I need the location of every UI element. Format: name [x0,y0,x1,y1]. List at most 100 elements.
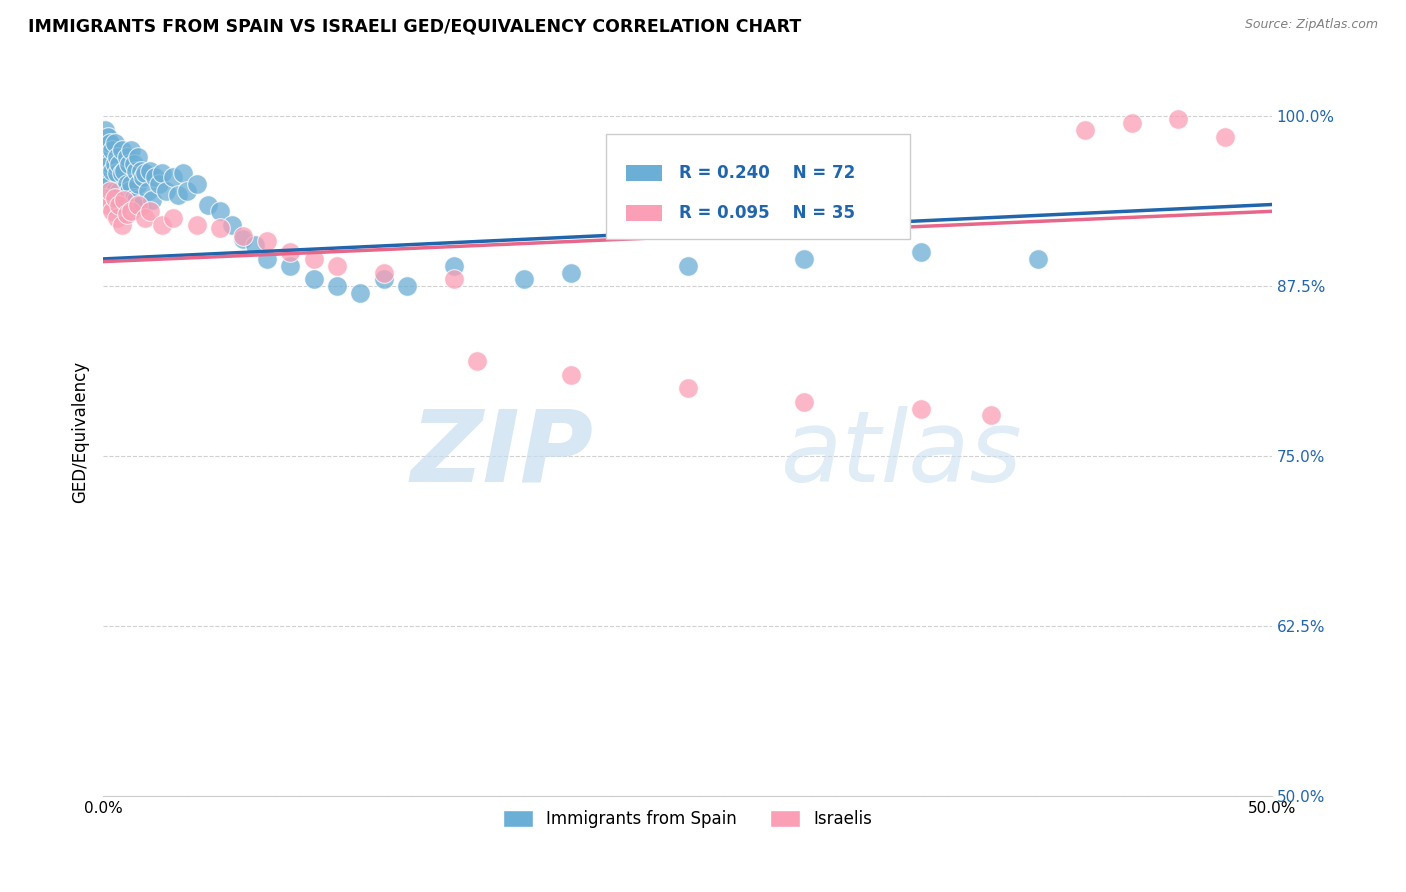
Point [97,170,120,185]
FancyBboxPatch shape [626,205,662,221]
Point [111,143,134,157]
Point [120,204,142,219]
Point [326,279,349,293]
FancyBboxPatch shape [626,165,662,181]
Point [127,150,149,164]
Legend: Immigrants from Spain, Israelis: Immigrants from Spain, Israelis [496,804,879,835]
Point [150,166,173,180]
Text: R = 0.095    N = 35: R = 0.095 N = 35 [679,204,855,222]
Point [560,368,582,382]
Point [465,354,488,368]
Point [1167,112,1189,126]
Point [98,157,121,171]
Point [104,157,127,171]
Point [232,228,254,243]
Point [197,197,219,211]
Point [176,184,198,198]
Point [112,194,135,208]
Point [101,163,124,178]
Point [278,259,301,273]
Point [127,177,149,191]
Point [793,252,815,266]
Point [120,143,142,157]
Point [676,259,699,273]
Point [136,184,159,198]
Point [108,184,131,198]
Point [111,218,134,232]
Text: R = 0.240    N = 72: R = 0.240 N = 72 [679,164,855,182]
Point [221,218,243,232]
Point [127,197,149,211]
Point [101,204,124,219]
Point [172,166,194,180]
Point [97,197,120,211]
Point [910,245,932,260]
Point [302,252,325,266]
Point [513,272,536,286]
Point [162,211,184,226]
Point [134,166,156,180]
Text: atlas: atlas [780,406,1022,502]
Point [1026,252,1049,266]
Point [105,150,128,164]
Point [104,184,127,198]
Point [94,191,117,205]
Point [105,191,128,205]
Point [167,188,190,202]
Point [115,177,138,191]
Point [98,177,121,191]
Text: IMMIGRANTS FROM SPAIN VS ISRAELI GED/EQUIVALENCY CORRELATION CHART: IMMIGRANTS FROM SPAIN VS ISRAELI GED/EQU… [28,18,801,36]
Point [125,194,148,208]
Point [676,381,699,395]
Point [122,157,145,171]
Point [208,204,231,219]
Point [150,218,173,232]
Point [120,177,142,191]
Point [1074,122,1097,136]
Point [232,231,254,245]
Point [143,170,166,185]
Point [349,285,371,300]
Point [129,197,152,211]
Point [98,184,121,198]
Point [115,150,138,164]
Point [134,211,156,226]
Y-axis label: GED/Equivalency: GED/Equivalency [72,361,89,503]
Point [94,163,117,178]
Point [373,266,395,280]
Point [104,136,127,151]
Point [395,279,418,293]
Point [97,150,120,164]
FancyBboxPatch shape [606,134,910,239]
Point [97,129,120,144]
Text: ZIP: ZIP [411,406,593,502]
Point [326,259,349,273]
Point [302,272,325,286]
Point [793,394,815,409]
Point [101,143,124,157]
Point [105,211,128,226]
Point [910,401,932,416]
Point [373,272,395,286]
Point [108,157,131,171]
Point [94,143,117,157]
Point [122,191,145,205]
Point [115,207,138,221]
Point [243,238,266,252]
Point [278,245,301,260]
Point [112,163,135,178]
Point [155,184,177,198]
Point [148,177,170,191]
Point [1121,116,1143,130]
Point [118,184,141,198]
Point [111,166,134,180]
Point [980,409,1002,423]
Point [256,252,278,266]
Point [125,163,148,178]
Point [105,166,128,180]
Point [108,197,131,211]
Point [186,177,208,191]
Point [162,170,184,185]
Point [443,272,465,286]
Point [118,157,141,171]
